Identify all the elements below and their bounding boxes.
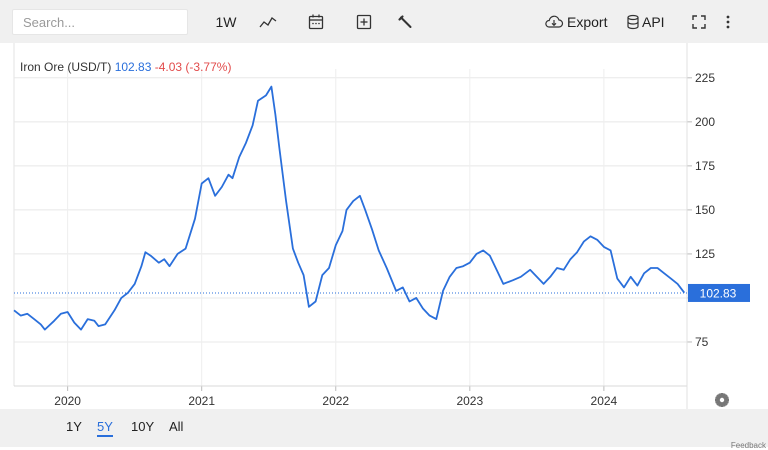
legend-change: -4.03 (-3.77%) [154,60,232,74]
y-tick-label: 175 [695,159,715,173]
wrench-icon [398,15,412,28]
chart-background [0,43,768,409]
chart-area: 75 125 150 175 200 225 2020 2021 2022 2023 2024 102… [0,43,768,409]
x-tick-label: 2023 [456,394,483,408]
fullscreen-icon [692,15,706,29]
y-tick-label: 125 [695,247,715,261]
feedback-link[interactable]: Feedback [730,441,766,450]
gear-hole [719,397,725,403]
price-chart[interactable]: 75 125 150 175 200 225 2020 2021 2022 2023 2024 102… [0,43,768,409]
range-10y-button[interactable]: 10Y [131,419,155,434]
range-5y-button[interactable]: 5Y [97,419,113,437]
calendar-icon [308,14,324,30]
more-options-button[interactable] [720,9,736,35]
legend-name: Iron Ore (USD/T) [20,60,112,74]
range-selector: 1Y 5Y 10Y All Feedback [0,409,768,450]
y-tick-label: 75 [695,335,709,349]
chart-toolbar: 1W Export [0,0,768,44]
range-1y-button[interactable]: 1Y [66,419,82,434]
date-range-button[interactable] [304,9,328,35]
y-tick-label: 200 [695,115,715,129]
x-tick-label: 2020 [54,394,81,408]
export-label: Export [567,14,608,30]
x-tick-label: 2024 [591,394,618,408]
api-button[interactable]: API [626,9,670,35]
database-icon [627,14,639,30]
legend-last-value: 102.83 [114,60,152,74]
search-input[interactable] [12,9,188,35]
series-line [13,85,686,331]
cloud-download-icon [545,15,564,28]
export-button[interactable]: Export [544,9,614,35]
x-tick-label: 2021 [188,394,215,408]
more-vertical-icon [726,15,730,29]
interval-button[interactable]: 1W [215,14,237,30]
x-tick-label: 2022 [322,394,349,408]
api-label: API [642,14,665,30]
fullscreen-button[interactable] [688,9,710,35]
tools-button[interactable] [394,9,418,35]
last-value-badge [688,283,750,302]
add-box-icon [356,14,372,30]
last-value-label: 102.83 [700,286,737,300]
range-all-button[interactable]: All [169,419,184,434]
settings-gear-icon[interactable] [715,393,729,407]
y-tick-label: 225 [695,71,715,85]
chart-type-button[interactable] [256,9,280,35]
add-indicator-button[interactable] [352,9,376,35]
y-tick-label: 150 [695,203,715,217]
chart-legend: Iron Ore (USD/T) 102.83 -4.03 (-3.77%) [20,60,231,74]
line-chart-icon [259,17,277,28]
